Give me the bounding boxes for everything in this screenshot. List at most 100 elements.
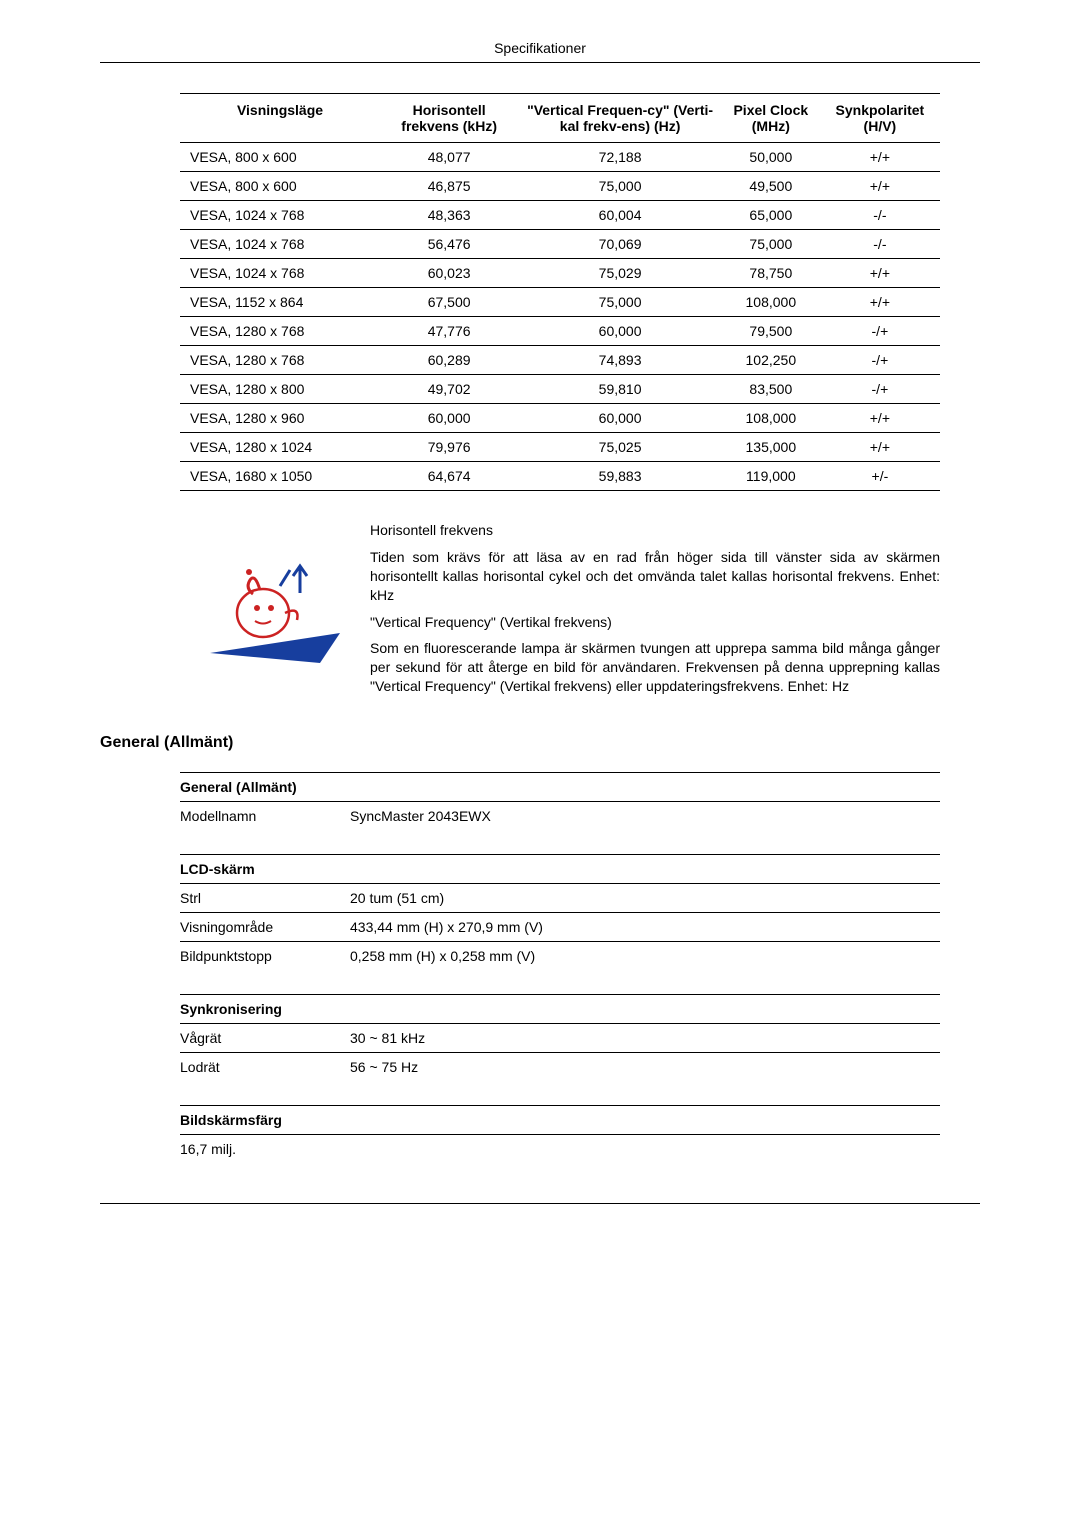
info-p1-body: Tiden som krävs för att läsa av en rad f…: [370, 548, 940, 605]
table-cell: 60,000: [518, 317, 722, 346]
info-p2-title: "Vertical Frequency" (Vertikal frekvens): [370, 613, 940, 632]
spec-row: Visningområde433,44 mm (H) x 270,9 mm (V…: [180, 913, 940, 942]
info-p1-title: Horisontell frekvens: [370, 521, 940, 540]
table-cell: 72,188: [518, 143, 722, 172]
table-row: VESA, 1280 x 76860,28974,893102,250-/+: [180, 346, 940, 375]
table-cell: VESA, 1280 x 768: [180, 317, 380, 346]
col-pixelclock: Pixel Clock (MHz): [722, 94, 820, 143]
table-cell: 135,000: [722, 433, 820, 462]
table-cell: 79,500: [722, 317, 820, 346]
spec-section-color: Bildskärmsfärg: [180, 1106, 940, 1135]
spec-row: 16,7 milj.: [180, 1135, 940, 1164]
table-cell: -/+: [820, 317, 940, 346]
col-syncpolarity: Synkpolaritet (H/V): [820, 94, 940, 143]
spec-label: Vågrät: [180, 1024, 350, 1053]
table-cell: 59,810: [518, 375, 722, 404]
spec-section-general: General (Allmänt): [180, 773, 940, 802]
spec-label: Lodrät: [180, 1053, 350, 1082]
table-cell: 102,250: [722, 346, 820, 375]
table-cell: VESA, 1280 x 960: [180, 404, 380, 433]
table-cell: +/+: [820, 433, 940, 462]
table-cell: VESA, 1280 x 800: [180, 375, 380, 404]
table-row: VESA, 1024 x 76848,36360,00465,000-/-: [180, 201, 940, 230]
hint-icon: [180, 521, 370, 704]
table-row: VESA, 1280 x 96060,00060,000108,000+/+: [180, 404, 940, 433]
spec-label: Strl: [180, 884, 350, 913]
table-row: VESA, 1280 x 80049,70259,81083,500-/+: [180, 375, 940, 404]
table-cell: 108,000: [722, 288, 820, 317]
spec-label: Modellnamn: [180, 802, 350, 831]
spec-row: ModellnamnSyncMaster 2043EWX: [180, 802, 940, 831]
table-cell: +/+: [820, 288, 940, 317]
footer-line: [100, 1203, 980, 1204]
table-cell: VESA, 1280 x 1024: [180, 433, 380, 462]
table-cell: +/-: [820, 462, 940, 491]
table-cell: 75,029: [518, 259, 722, 288]
table-cell: 108,000: [722, 404, 820, 433]
table-cell: VESA, 1680 x 1050: [180, 462, 380, 491]
timing-table: Visningsläge Horisontell frekvens (kHz) …: [180, 93, 940, 491]
spec-label: 16,7 milj.: [180, 1135, 350, 1164]
table-cell: VESA, 1024 x 768: [180, 230, 380, 259]
table-cell: VESA, 1024 x 768: [180, 259, 380, 288]
spec-value: [350, 1135, 940, 1164]
table-row: VESA, 800 x 60048,07772,18850,000+/+: [180, 143, 940, 172]
table-cell: VESA, 800 x 600: [180, 143, 380, 172]
spec-label: Bildpunktstopp: [180, 942, 350, 971]
table-cell: 49,702: [380, 375, 518, 404]
table-cell: 75,000: [722, 230, 820, 259]
spec-value: 56 ~ 75 Hz: [350, 1053, 940, 1082]
table-cell: VESA, 1024 x 768: [180, 201, 380, 230]
col-mode: Visningsläge: [180, 94, 380, 143]
spec-section-sync: Synkronisering: [180, 995, 940, 1024]
spec-section-lcd: LCD-skärm: [180, 855, 940, 884]
table-cell: 56,476: [380, 230, 518, 259]
table-cell: VESA, 800 x 600: [180, 172, 380, 201]
col-hfreq: Horisontell frekvens (kHz): [380, 94, 518, 143]
table-row: VESA, 1024 x 76860,02375,02978,750+/+: [180, 259, 940, 288]
spec-value: 30 ~ 81 kHz: [350, 1024, 940, 1053]
table-row: VESA, 1280 x 102479,97675,025135,000+/+: [180, 433, 940, 462]
spec-value: 433,44 mm (H) x 270,9 mm (V): [350, 913, 940, 942]
table-cell: 60,000: [518, 404, 722, 433]
table-cell: 48,077: [380, 143, 518, 172]
spec-row: Vågrät30 ~ 81 kHz: [180, 1024, 940, 1053]
table-cell: +/+: [820, 404, 940, 433]
table-header-row: Visningsläge Horisontell frekvens (kHz) …: [180, 94, 940, 143]
table-cell: -/+: [820, 346, 940, 375]
table-cell: 83,500: [722, 375, 820, 404]
table-cell: 60,023: [380, 259, 518, 288]
spec-value: 0,258 mm (H) x 0,258 mm (V): [350, 942, 940, 971]
table-cell: 78,750: [722, 259, 820, 288]
table-row: VESA, 1152 x 86467,50075,000108,000+/+: [180, 288, 940, 317]
table-cell: 60,289: [380, 346, 518, 375]
table-cell: 75,000: [518, 288, 722, 317]
info-p2-body: Som en fluorescerande lampa är skärmen t…: [370, 639, 940, 696]
table-cell: 75,000: [518, 172, 722, 201]
info-text: Horisontell frekvens Tiden som krävs för…: [370, 521, 940, 704]
page-header: Specifikationer: [100, 40, 980, 63]
table-cell: -/-: [820, 201, 940, 230]
table-cell: 48,363: [380, 201, 518, 230]
spec-value: SyncMaster 2043EWX: [350, 802, 940, 831]
table-row: VESA, 800 x 60046,87575,00049,500+/+: [180, 172, 940, 201]
table-cell: 47,776: [380, 317, 518, 346]
spec-row: Strl20 tum (51 cm): [180, 884, 940, 913]
spec-row: Lodrät56 ~ 75 Hz: [180, 1053, 940, 1082]
table-cell: 65,000: [722, 201, 820, 230]
spec-row: Bildpunktstopp0,258 mm (H) x 0,258 mm (V…: [180, 942, 940, 971]
spec-table: General (Allmänt) ModellnamnSyncMaster 2…: [180, 772, 940, 1163]
table-cell: -/-: [820, 230, 940, 259]
table-cell: 46,875: [380, 172, 518, 201]
table-cell: 50,000: [722, 143, 820, 172]
table-cell: 79,976: [380, 433, 518, 462]
table-cell: -/+: [820, 375, 940, 404]
table-row: VESA, 1680 x 105064,67459,883119,000+/-: [180, 462, 940, 491]
table-cell: 74,893: [518, 346, 722, 375]
table-row: VESA, 1280 x 76847,77660,00079,500-/+: [180, 317, 940, 346]
table-cell: 60,000: [380, 404, 518, 433]
table-cell: 75,025: [518, 433, 722, 462]
table-cell: +/+: [820, 259, 940, 288]
table-cell: 119,000: [722, 462, 820, 491]
table-cell: 59,883: [518, 462, 722, 491]
